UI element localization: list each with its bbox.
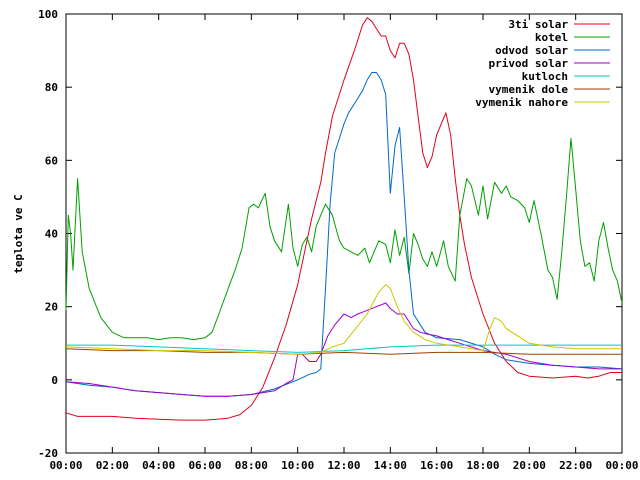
- legend-label: privod solar: [489, 57, 569, 70]
- x-tick-label: 20:00: [513, 459, 546, 472]
- x-tick-label: 10:00: [281, 459, 314, 472]
- legend-label: 3ti solar: [508, 18, 568, 31]
- series-line-vymenik-nahore: [65, 284, 622, 355]
- series-line-3ti-solar: [65, 17, 622, 421]
- y-tick-label: 100: [38, 8, 58, 21]
- series-line-kutloch: [66, 344, 622, 353]
- series-layer: [65, 17, 623, 421]
- y-tick-label: 0: [51, 374, 58, 387]
- x-tick-label: 06:00: [188, 459, 221, 472]
- y-tick-label: 40: [45, 228, 58, 241]
- y-tick-label: 60: [45, 154, 58, 167]
- legend-label: vymenik dole: [489, 83, 569, 96]
- series-line-privod-solar: [65, 302, 622, 397]
- x-tick-label: 14:00: [374, 459, 407, 472]
- x-tick-label: 00:00: [605, 459, 638, 472]
- legend-label: kotel: [535, 31, 568, 44]
- series-line-kotel: [65, 137, 623, 341]
- y-tick-label: 80: [45, 81, 58, 94]
- legend-label: kutloch: [522, 70, 568, 83]
- y-axis-label: teplota ve C: [12, 194, 25, 273]
- plot-axes: -20 0 20 40 60 80 100 00:00 02:00 04:00 06:00 08:00…: [38, 8, 638, 472]
- series-line-vymenik-dole: [65, 348, 622, 355]
- x-tick-label: 18:00: [466, 459, 499, 472]
- legend-label: odvod solar: [495, 44, 568, 57]
- x-tick-label: 12:00: [327, 459, 360, 472]
- series-line-odvod-solar: [65, 72, 623, 397]
- x-tick-label: 22:00: [559, 459, 592, 472]
- x-tick-label: 02:00: [96, 459, 129, 472]
- x-tick-label: 08:00: [235, 459, 268, 472]
- legend-label: vymenik nahore: [475, 96, 568, 109]
- x-tick-label: 04:00: [142, 459, 175, 472]
- y-tick-label: 20: [45, 301, 58, 314]
- x-tick-label: 16:00: [420, 459, 453, 472]
- y-tick-label: -20: [38, 447, 58, 460]
- x-tick-label: 00:00: [49, 459, 82, 472]
